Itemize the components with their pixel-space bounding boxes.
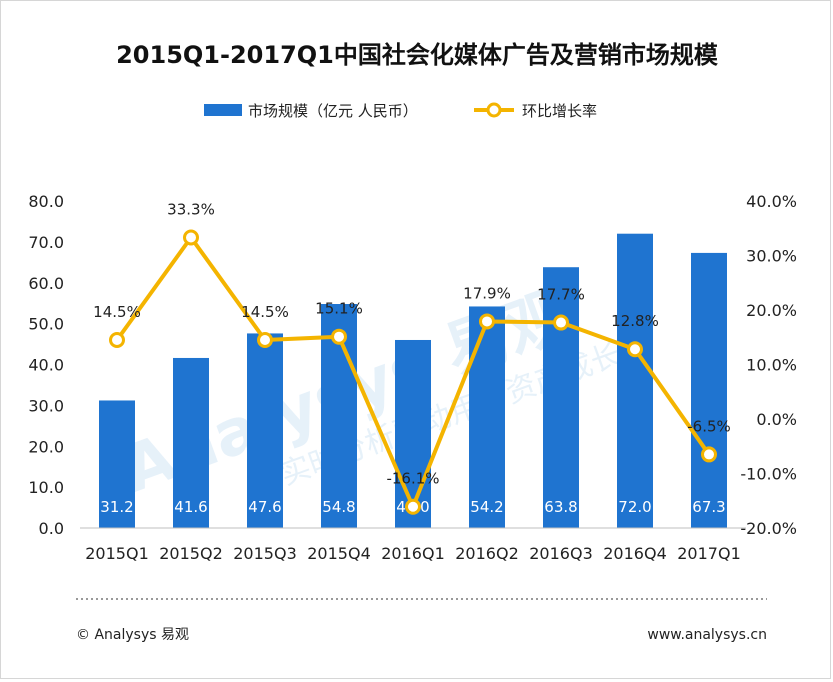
- bar-value-label: 31.2: [100, 498, 133, 516]
- y-left-tick-label: 60.0: [28, 274, 64, 293]
- y-axis-left: 0.0 10.0 20.0 30.0 40.0 50.0 60.0 70.0 80.0: [28, 192, 64, 538]
- x-tick-label: 2017Q1: [677, 544, 741, 563]
- bar: [617, 233, 653, 528]
- bar-value-label: 47.6: [248, 498, 281, 516]
- x-tick-label: 2015Q1: [85, 544, 149, 563]
- x-tick-label: 2016Q4: [603, 544, 667, 563]
- bar-value-label: 54.2: [470, 498, 503, 516]
- y-left-tick-label: 10.0: [28, 478, 64, 497]
- growth-point: [109, 331, 125, 348]
- y-right-tick-label: -10.0%: [740, 465, 797, 484]
- growth-value-label: 33.3%: [167, 201, 215, 219]
- growth-value-label: -16.1%: [386, 470, 439, 488]
- bar: [691, 252, 727, 528]
- growth-value-label: 17.9%: [463, 284, 511, 302]
- y-left-tick-label: 0.0: [39, 519, 64, 538]
- y-left-tick-label: 80.0: [28, 192, 64, 211]
- bar-value-label: 72.0: [618, 498, 651, 516]
- bar: [543, 267, 579, 528]
- growth-point: [627, 341, 643, 358]
- growth-point: [257, 331, 273, 348]
- y-right-tick-label: -20.0%: [740, 519, 797, 538]
- growth-point: [183, 229, 199, 246]
- x-tick-label: 2016Q3: [529, 544, 593, 563]
- bar: [395, 339, 431, 528]
- growth-point: [479, 313, 495, 330]
- growth-line-series: [109, 229, 717, 515]
- x-tick-label: 2016Q2: [455, 544, 519, 563]
- legend-bar-swatch: [204, 104, 242, 116]
- y-left-tick-label: 40.0: [28, 356, 64, 375]
- y-right-tick-label: 30.0%: [746, 247, 797, 266]
- y-right-tick-label: 40.0%: [746, 192, 797, 211]
- growth-value-label: 12.8%: [611, 312, 659, 330]
- bar: [247, 333, 283, 528]
- y-right-tick-label: 0.0%: [756, 410, 797, 429]
- bar-value-label: 63.8: [544, 498, 577, 516]
- bar-series: [99, 233, 727, 528]
- growth-point: [553, 314, 569, 331]
- bar-value-label: 67.3: [692, 498, 725, 516]
- y-left-tick-label: 70.0: [28, 233, 64, 252]
- legend-line-label: 环比增长率: [522, 102, 597, 120]
- y-left-tick-label: 20.0: [28, 437, 64, 456]
- legend: 市场规模（亿元 人民币） 环比增长率: [204, 102, 597, 120]
- y-axis-right: -20.0% -10.0% 0.0% 10.0% 20.0% 30.0% 40.0%: [740, 192, 797, 538]
- growth-point: [331, 328, 347, 345]
- growth-value-label: 14.5%: [241, 303, 289, 321]
- x-tick-label: 2015Q2: [159, 544, 223, 563]
- footer-copyright: © Analysys 易观: [76, 627, 189, 643]
- x-tick-label: 2015Q4: [307, 544, 371, 563]
- bar: [469, 306, 505, 528]
- legend-bar-label: 市场规模（亿元 人民币）: [248, 102, 418, 120]
- growth-point: [405, 498, 421, 515]
- x-tick-label: 2015Q3: [233, 544, 297, 563]
- bar: [173, 357, 209, 528]
- growth-value-label: 15.1%: [315, 300, 363, 318]
- y-left-tick-label: 30.0: [28, 396, 64, 415]
- growth-value-label: 14.5%: [93, 303, 141, 321]
- growth-value-labels: 14.5% 33.3% 14.5% 15.1% -16.1% 17.9% 17.7% 12.8…: [93, 201, 731, 488]
- bar-value-label: 41.6: [174, 498, 207, 516]
- growth-value-label: -6.5%: [687, 417, 731, 435]
- x-axis: 2015Q1 2015Q2 2015Q3 2015Q4 2016Q1 2016Q2 2016…: [80, 527, 746, 563]
- y-right-tick-label: 10.0%: [746, 356, 797, 375]
- y-right-tick-label: 20.0%: [746, 301, 797, 320]
- chart-title: 2015Q1-2017Q1中国社会化媒体广告及营销市场规模: [116, 41, 719, 69]
- x-tick-label: 2016Q1: [381, 544, 445, 563]
- growth-point: [701, 446, 717, 463]
- y-left-tick-label: 50.0: [28, 315, 64, 334]
- footer-website: www.analysys.cn: [647, 627, 767, 643]
- bar-value-label: 54.8: [322, 498, 355, 516]
- legend-line-marker: [486, 102, 502, 118]
- bar: [99, 400, 135, 528]
- growth-value-label: 17.7%: [537, 286, 585, 304]
